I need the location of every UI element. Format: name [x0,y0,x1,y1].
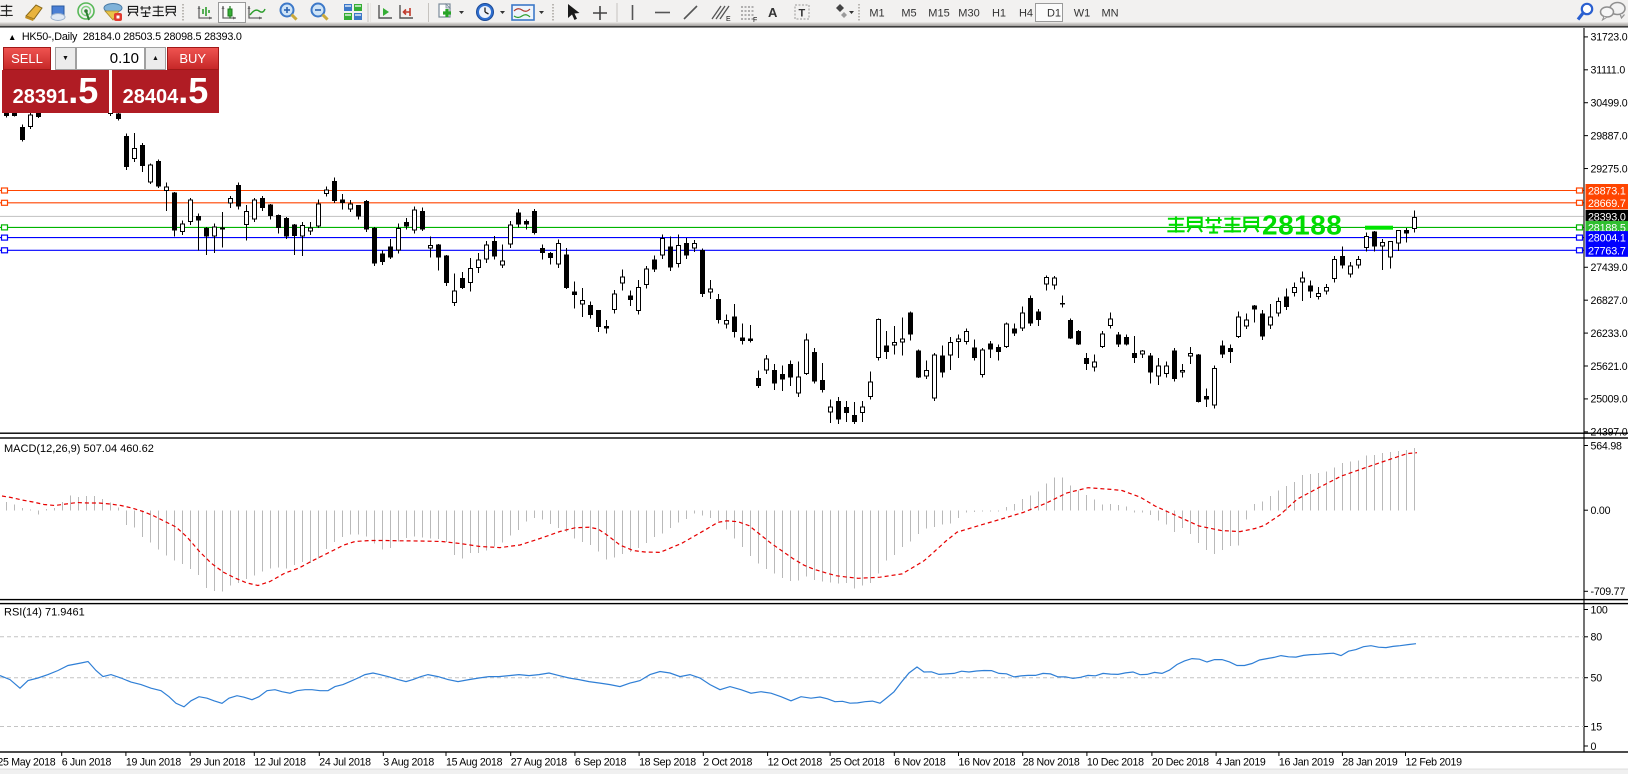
svg-text:E: E [726,16,731,23]
svg-text:MACD(12,26,9) 507.04 460.62: MACD(12,26,9) 507.04 460.62 [4,443,154,455]
svg-text:18 Sep 2018: 18 Sep 2018 [639,757,696,769]
svg-text:27439.0: 27439.0 [1591,262,1628,274]
svg-text:100: 100 [1591,604,1608,616]
svg-text:26233.0: 26233.0 [1591,328,1628,340]
svg-text:15: 15 [1591,721,1603,733]
svg-text:M1: M1 [869,8,884,20]
svg-text:16 Nov 2018: 16 Nov 2018 [959,757,1016,769]
svg-text:16 Jan 2019: 16 Jan 2019 [1279,757,1334,769]
svg-text:0: 0 [1591,741,1597,753]
svg-text:80: 80 [1591,632,1603,644]
svg-text:50: 50 [1591,673,1603,685]
svg-text:30499.0: 30499.0 [1591,98,1628,110]
svg-text:MN: MN [1101,8,1118,20]
svg-text:25621.0: 25621.0 [1591,361,1628,373]
svg-text:31111.0: 31111.0 [1591,65,1626,77]
svg-text:31723.0: 31723.0 [1591,32,1628,44]
svg-text:28188: 28188 [1262,210,1342,241]
svg-text:D1: D1 [1047,8,1061,20]
svg-text:6 Nov 2018: 6 Nov 2018 [894,757,946,769]
svg-text:M15: M15 [928,8,949,20]
svg-text:10 Dec 2018: 10 Dec 2018 [1087,757,1144,769]
svg-text:25009.0: 25009.0 [1591,394,1628,406]
svg-text:27 Aug 2018: 27 Aug 2018 [511,757,568,769]
svg-text:12 Oct 2018: 12 Oct 2018 [768,757,823,769]
svg-text:-709.77: -709.77 [1591,586,1626,598]
svg-text:A: A [768,5,778,20]
svg-text:12 Feb 2019: 12 Feb 2019 [1406,757,1463,769]
svg-text:6 Sep 2018: 6 Sep 2018 [575,757,627,769]
svg-text:H1: H1 [992,8,1006,20]
svg-text:24397.0: 24397.0 [1591,427,1628,439]
svg-text:28873.1: 28873.1 [1588,186,1626,198]
svg-text:27763.7: 27763.7 [1588,245,1626,257]
svg-text:564.98: 564.98 [1591,440,1623,452]
svg-text:19 Jun 2018: 19 Jun 2018 [126,757,181,769]
svg-text:M5: M5 [901,8,916,20]
svg-text:T: T [799,8,806,20]
svg-text:25 May 2018: 25 May 2018 [0,757,56,769]
svg-text:25 Oct 2018: 25 Oct 2018 [830,757,885,769]
svg-text:28004.1: 28004.1 [1588,233,1626,245]
svg-text:4 Jan 2019: 4 Jan 2019 [1216,757,1266,769]
svg-text:6 Jun 2018: 6 Jun 2018 [62,757,112,769]
svg-text:F: F [753,17,757,24]
svg-text:29275.0: 29275.0 [1591,163,1628,175]
svg-text:W1: W1 [1074,8,1091,20]
svg-text:2 Oct 2018: 2 Oct 2018 [703,757,752,769]
svg-text:RSI(14) 71.9461: RSI(14) 71.9461 [4,607,85,619]
svg-text:26827.0: 26827.0 [1591,295,1628,307]
svg-text:24 Jul 2018: 24 Jul 2018 [319,757,371,769]
svg-text:28669.7: 28669.7 [1588,198,1626,210]
svg-text:0.00: 0.00 [1591,505,1611,517]
svg-text:28 Nov 2018: 28 Nov 2018 [1023,757,1080,769]
svg-text:12 Jul 2018: 12 Jul 2018 [254,757,306,769]
svg-text:28 Jan 2019: 28 Jan 2019 [1342,757,1397,769]
svg-text:H4: H4 [1019,8,1033,20]
svg-text:M30: M30 [958,8,979,20]
svg-text:15 Aug 2018: 15 Aug 2018 [446,757,503,769]
svg-text:3 Aug 2018: 3 Aug 2018 [383,757,434,769]
svg-text:20 Dec 2018: 20 Dec 2018 [1152,757,1209,769]
svg-text:29887.0: 29887.0 [1591,130,1628,142]
svg-text:29 Jun 2018: 29 Jun 2018 [190,757,245,769]
